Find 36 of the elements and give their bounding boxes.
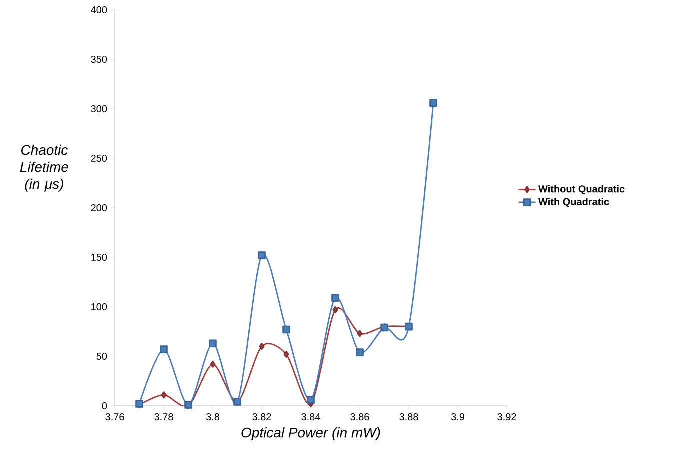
x-tick-label: 3.92	[498, 414, 516, 421]
point	[332, 294, 340, 302]
point	[282, 326, 290, 334]
y-tick-label: 400	[91, 6, 108, 14]
x-tick-label: 3.84	[302, 414, 320, 421]
legend-label: With Quadratic	[538, 198, 610, 208]
x-tick-label: 3.86	[350, 414, 370, 421]
y-axis-title: Chaotic Lifetime (in μs)	[20, 144, 68, 192]
y-tick-label: 50	[96, 352, 108, 360]
point	[356, 348, 364, 356]
y-tick-label: 200	[91, 204, 108, 212]
y-tick-label: 0	[102, 402, 108, 410]
point	[357, 330, 363, 338]
point	[307, 396, 315, 404]
point	[332, 306, 338, 314]
y-tick-label: 150	[92, 254, 108, 262]
y-tick-label: 300	[91, 105, 108, 113]
x-tick-label: 3.78	[154, 414, 174, 421]
point	[210, 360, 216, 368]
y-tick-label: 100	[92, 303, 108, 311]
point	[259, 343, 265, 350]
y-tick-label: 350	[91, 56, 108, 64]
x-tick-label: 3.82	[252, 414, 272, 421]
x-tick-label: 3.8	[206, 414, 220, 421]
point	[284, 351, 290, 358]
point	[430, 99, 438, 107]
x-axis-title: Optical Power (in mW)	[242, 427, 380, 441]
x-tick-label: 3.9	[451, 414, 464, 421]
y-tick-label: 250	[91, 154, 108, 162]
x-tick-label: 3.76	[106, 414, 124, 421]
point	[258, 252, 266, 260]
point	[160, 346, 168, 354]
point	[209, 340, 217, 348]
legend-label: Without Quadratic	[538, 185, 625, 195]
x-tick-label: 3.88	[400, 414, 418, 421]
point	[161, 392, 167, 399]
